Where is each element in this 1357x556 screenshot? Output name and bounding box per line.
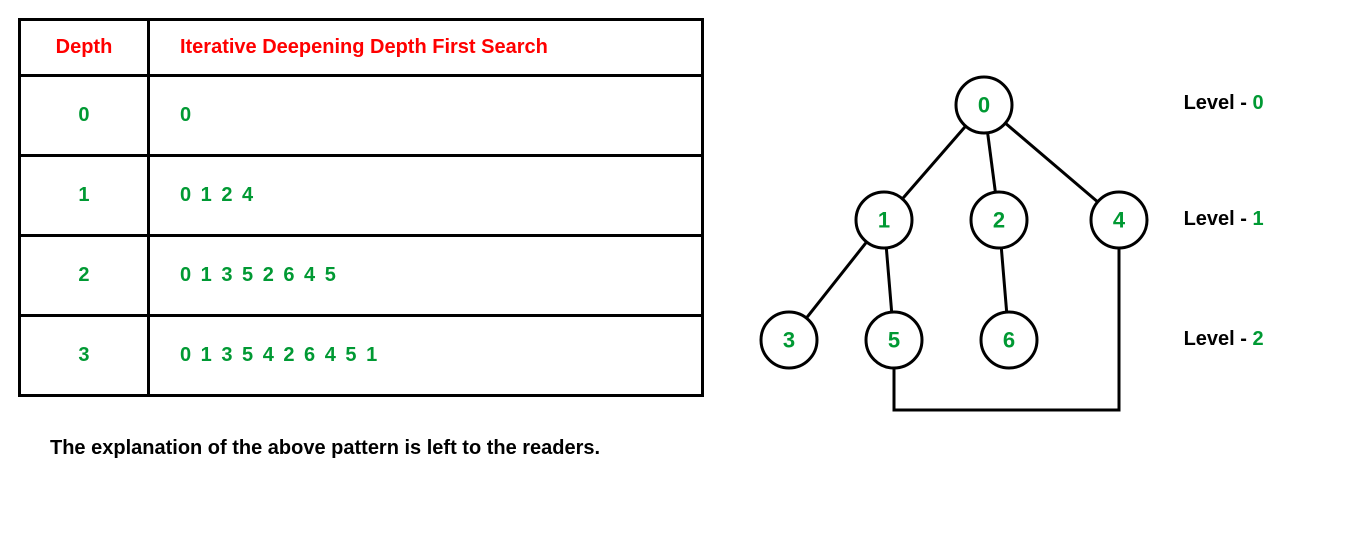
main-container: Depth Iterative Deepening Depth First Se…: [10, 10, 1347, 470]
cell-depth: 3: [20, 316, 149, 396]
caption-text: The explanation of the above pattern is …: [50, 437, 704, 460]
tree-node-label: 0: [977, 93, 989, 118]
level-label: Level - 0: [1184, 92, 1264, 115]
cell-seq: 0 1 3 5 2 6 4 5: [148, 236, 702, 316]
level-prefix: Level -: [1184, 92, 1253, 114]
cell-depth: 0: [20, 76, 149, 156]
col-header-depth: Depth: [20, 20, 149, 76]
tree-edge: [1005, 123, 1097, 202]
tree-node-label: 3: [782, 328, 794, 353]
table-row: 3 0 1 3 5 4 2 6 4 5 1: [20, 316, 703, 396]
table-row: 1 0 1 2 4: [20, 156, 703, 236]
cell-seq: 0 1 3 5 4 2 6 4 5 1: [148, 316, 702, 396]
table-row: 0 0: [20, 76, 703, 156]
level-label: Level - 2: [1184, 328, 1264, 351]
cell-depth: 1: [20, 156, 149, 236]
tree-edge: [987, 133, 995, 192]
table-wrap: Depth Iterative Deepening Depth First Se…: [18, 18, 704, 397]
tree-node-label: 5: [887, 328, 899, 353]
tree-edge: [902, 126, 965, 199]
level-number: 2: [1253, 328, 1264, 350]
table-row: 2 0 1 3 5 2 6 4 5: [20, 236, 703, 316]
tree-edge: [1001, 248, 1006, 312]
cell-seq: 0 1 2 4: [148, 156, 702, 236]
table-header-row: Depth Iterative Deepening Depth First Se…: [20, 20, 703, 76]
iddfs-table: Depth Iterative Deepening Depth First Se…: [18, 18, 704, 397]
level-label: Level - 1: [1184, 208, 1264, 231]
tree-diagram: 0 1 2 4 3 5 6 Level - 0 Level - 1 Level - 2: [734, 50, 1347, 470]
tree-node-label: 1: [877, 208, 889, 233]
tree-svg: 0 1 2 4 3 5 6: [734, 50, 1184, 470]
tree-node-label: 4: [1112, 208, 1125, 233]
col-header-iddfs: Iterative Deepening Depth First Search: [148, 20, 702, 76]
level-prefix: Level -: [1184, 328, 1253, 350]
tree-edge: [886, 248, 891, 312]
level-number: 0: [1253, 92, 1264, 114]
cell-depth: 2: [20, 236, 149, 316]
level-number: 1: [1253, 208, 1264, 230]
tree-edge: [806, 242, 866, 318]
level-prefix: Level -: [1184, 208, 1253, 230]
tree-node-label: 2: [992, 208, 1004, 233]
left-column: Depth Iterative Deepening Depth First Se…: [10, 10, 704, 460]
cell-seq: 0: [148, 76, 702, 156]
tree-node-label: 6: [1002, 328, 1014, 353]
